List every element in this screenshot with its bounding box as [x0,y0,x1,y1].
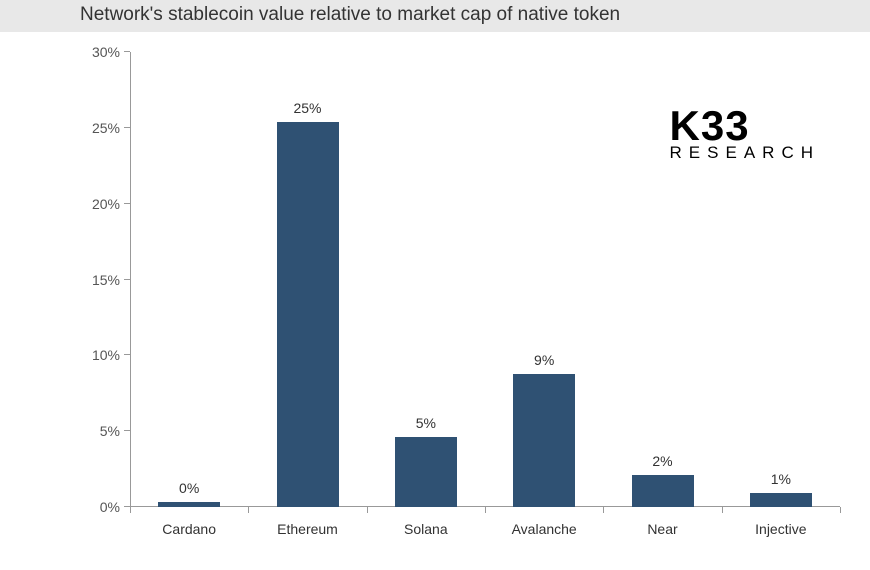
x-tick-mark [485,507,486,513]
bar-value-label: 1% [771,471,791,487]
x-category-label: Ethereum [277,521,338,537]
logo-sub: RESEARCH [670,143,820,163]
x-category-label: Solana [404,521,448,537]
bar-group: 2%Near [632,475,694,507]
bar-value-label: 9% [534,352,554,368]
bar [750,493,812,507]
bar-group: 9%Avalanche [513,374,575,507]
x-category-label: Avalanche [512,521,577,537]
x-tick-mark [367,507,368,513]
y-tick-label: 15% [70,272,120,288]
y-tick-label: 30% [70,44,120,60]
y-tick-label: 20% [70,196,120,212]
x-tick-mark [722,507,723,513]
bar-group: 1%Injective [750,493,812,507]
chart-title: Network's stablecoin value relative to m… [80,4,620,26]
y-tick-mark [124,127,130,128]
y-tick-label: 25% [70,120,120,136]
bar [513,374,575,507]
bar [395,437,457,507]
x-category-label: Injective [755,521,806,537]
bar [277,122,339,507]
x-category-label: Near [647,521,677,537]
y-tick-mark [124,279,130,280]
x-tick-mark [130,507,131,513]
bar [632,475,694,507]
y-tick-mark [124,203,130,204]
bar [158,502,220,507]
x-tick-mark [840,507,841,513]
logo-main: K33 [670,107,820,145]
y-tick-mark [124,430,130,431]
y-tick-mark [124,51,130,52]
bar-group: 0%Cardano [158,502,220,507]
bar-value-label: 25% [293,100,321,116]
x-category-label: Cardano [162,521,216,537]
y-tick-label: 5% [70,423,120,439]
x-tick-mark [248,507,249,513]
y-tick-mark [124,506,130,507]
bar-group: 5%Solana [395,437,457,507]
header-bar: Network's stablecoin value relative to m… [0,0,870,32]
bar-value-label: 0% [179,480,199,496]
chart-container: 0%Cardano25%Ethereum5%Solana9%Avalanche2… [0,32,870,570]
y-tick-label: 10% [70,347,120,363]
logo: K33 RESEARCH [670,107,820,163]
bar-group: 25%Ethereum [277,122,339,507]
x-tick-mark [603,507,604,513]
y-tick-mark [124,354,130,355]
bar-value-label: 5% [416,415,436,431]
bar-value-label: 2% [652,453,672,469]
y-tick-label: 0% [70,499,120,515]
